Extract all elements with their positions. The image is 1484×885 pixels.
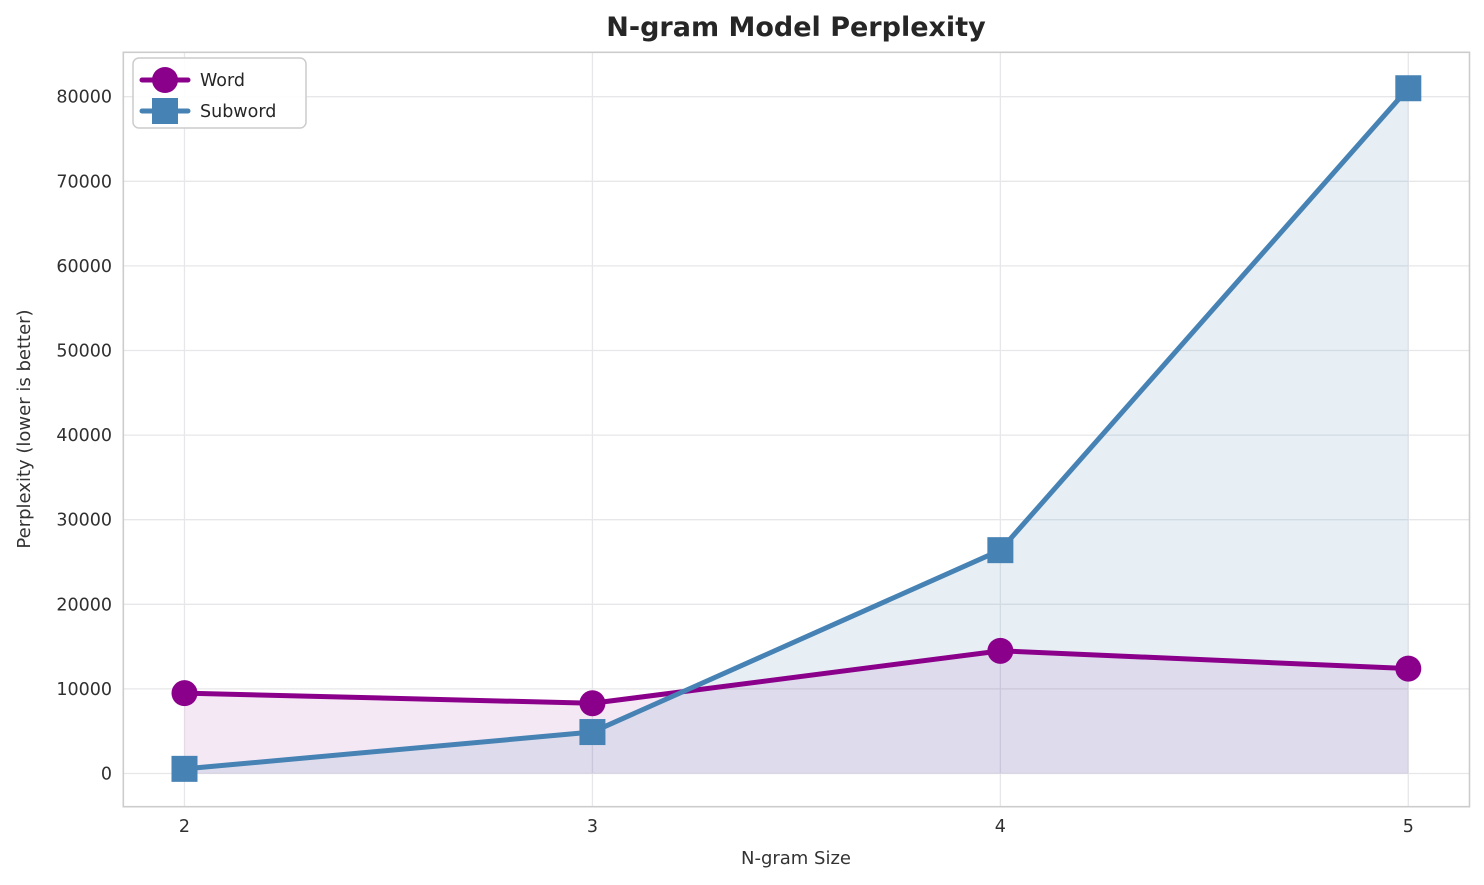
tick-labels: 2 3 4 5 0 10000 20000 30000 40000 50000 60000 70000… — [56, 88, 1414, 837]
legend-label-word: Word — [200, 71, 245, 91]
y-tick-label-0: 0 — [101, 765, 112, 785]
y-tick-label-10000: 10000 — [56, 680, 112, 700]
y-tick-label-30000: 30000 — [56, 511, 112, 531]
y-tick-label-40000: 40000 — [56, 426, 112, 446]
x-tick-label-5: 5 — [1403, 817, 1414, 837]
legend-label-subword: Subword — [200, 102, 276, 122]
data-point-word-2 — [171, 680, 198, 707]
legend: Word Subword — [132, 57, 307, 129]
data-point-word-3 — [579, 690, 606, 717]
x-tick-label-2: 2 — [179, 817, 190, 837]
x-axis-label: N-gram Size — [741, 848, 851, 869]
plot-border — [122, 51, 1471, 808]
data-point-word-4 — [987, 637, 1014, 664]
data-point-subword-4 — [987, 537, 1014, 564]
series-lines — [181, 85, 1411, 772]
x-tick-label-3: 3 — [587, 817, 598, 837]
y-tick-label-80000: 80000 — [56, 88, 112, 108]
y-tick-label-20000: 20000 — [56, 595, 112, 615]
data-point-subword-2 — [171, 755, 198, 782]
gridlines — [123, 52, 1470, 807]
data-point-word-5 — [1395, 655, 1422, 682]
legend-marker-square-subword — [152, 98, 178, 124]
legend-marker-circle-word — [152, 67, 178, 93]
data-point-subword-3 — [579, 719, 606, 746]
series-line-word — [181, 648, 1411, 706]
x-tick-label-4: 4 — [995, 817, 1006, 837]
y-tick-label-70000: 70000 — [56, 172, 112, 192]
y-tick-label-50000: 50000 — [56, 342, 112, 362]
series-line-subword — [181, 85, 1411, 772]
y-axis-label: Perplexity (lower is better) — [14, 309, 35, 548]
chart-title: N-gram Model Perplexity — [606, 12, 986, 43]
area-fills — [184, 88, 1409, 774]
series-markers — [171, 75, 1422, 782]
y-tick-label-60000: 60000 — [56, 257, 112, 277]
data-point-subword-5 — [1395, 75, 1422, 102]
area-fill-subword — [184, 88, 1409, 774]
